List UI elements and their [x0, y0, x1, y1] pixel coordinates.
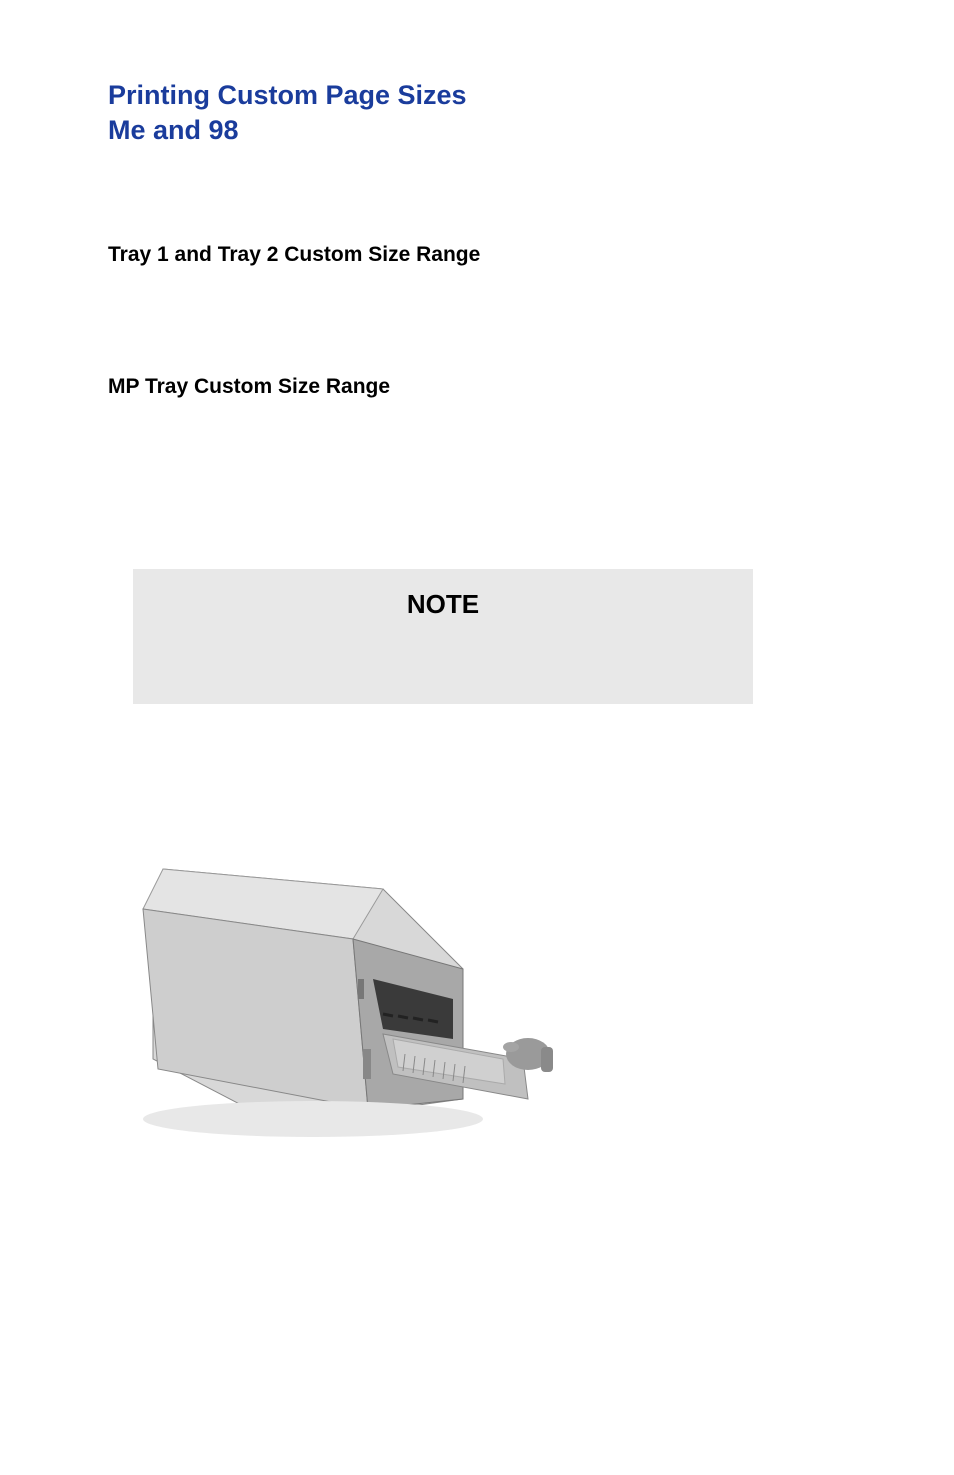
heading-tray12: Tray 1 and Tray 2 Custom Size Range: [108, 243, 954, 267]
page-title-line1: Printing Custom Page Sizes: [108, 78, 954, 113]
printer-icon: [133, 859, 553, 1154]
note-label: NOTE: [407, 589, 479, 620]
note-box: NOTE: [133, 569, 753, 704]
page-title-line2: Me and 98: [108, 113, 954, 148]
title-block: Printing Custom Page Sizes Me and 98: [108, 78, 954, 148]
printer-figure: [133, 859, 553, 1154]
heading-mptray: MP Tray Custom Size Range: [108, 375, 954, 399]
